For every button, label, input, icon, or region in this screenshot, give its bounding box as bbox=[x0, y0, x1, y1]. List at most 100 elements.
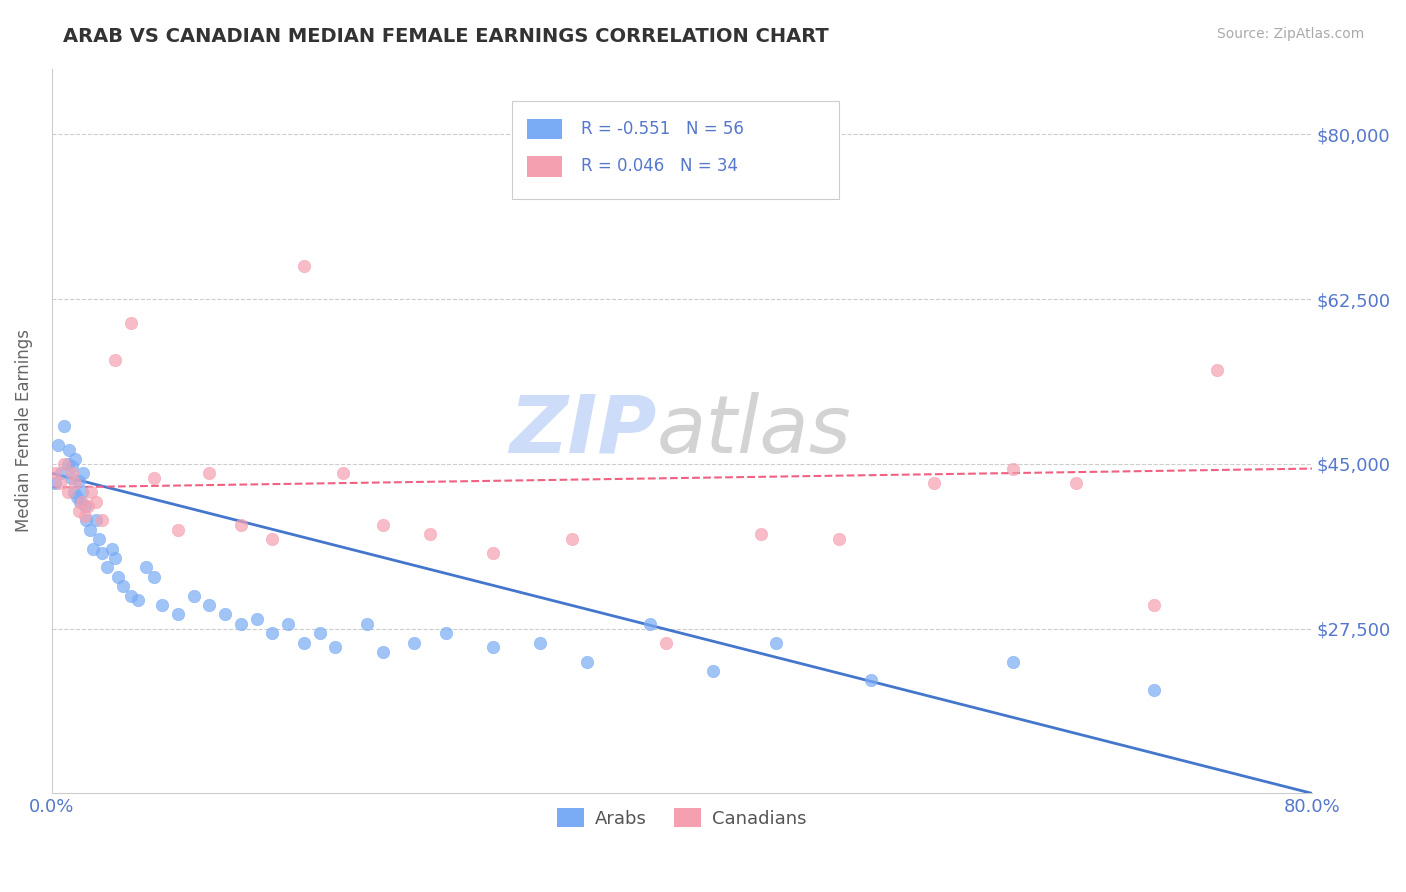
Point bbox=[229, 616, 252, 631]
Point bbox=[120, 316, 142, 330]
Point bbox=[402, 636, 425, 650]
Point bbox=[640, 616, 662, 631]
Point bbox=[419, 527, 441, 541]
Point bbox=[67, 504, 90, 518]
Point bbox=[828, 532, 851, 546]
Point bbox=[308, 626, 330, 640]
Point bbox=[245, 612, 267, 626]
Point bbox=[120, 589, 142, 603]
Point bbox=[371, 645, 394, 659]
Point bbox=[91, 546, 114, 560]
Point bbox=[100, 541, 122, 556]
Point bbox=[1001, 461, 1024, 475]
Point bbox=[46, 438, 69, 452]
Point bbox=[60, 467, 83, 481]
Point bbox=[1143, 682, 1166, 697]
Point bbox=[67, 474, 90, 488]
Text: R = 0.046   N = 34: R = 0.046 N = 34 bbox=[581, 157, 738, 176]
Point bbox=[262, 626, 284, 640]
Point bbox=[166, 523, 188, 537]
Point bbox=[56, 457, 79, 471]
FancyBboxPatch shape bbox=[512, 101, 839, 199]
Point bbox=[96, 560, 118, 574]
Point bbox=[371, 518, 394, 533]
Point bbox=[127, 593, 149, 607]
Point bbox=[53, 457, 76, 471]
Point bbox=[529, 636, 551, 650]
Point bbox=[56, 485, 79, 500]
Point bbox=[166, 607, 188, 622]
Point bbox=[77, 500, 100, 514]
Point bbox=[51, 467, 73, 481]
Point bbox=[356, 616, 378, 631]
Point bbox=[214, 607, 236, 622]
Point bbox=[1064, 475, 1087, 490]
Point bbox=[70, 494, 93, 508]
Point bbox=[1206, 363, 1229, 377]
Point bbox=[69, 494, 91, 508]
Point bbox=[1143, 598, 1166, 612]
Point bbox=[73, 508, 96, 523]
Point bbox=[143, 570, 166, 584]
Point bbox=[82, 541, 104, 556]
Point bbox=[150, 598, 173, 612]
Point bbox=[59, 471, 82, 485]
Point bbox=[702, 664, 724, 678]
Point bbox=[198, 598, 221, 612]
Point bbox=[576, 655, 599, 669]
Point bbox=[111, 579, 134, 593]
Text: Source: ZipAtlas.com: Source: ZipAtlas.com bbox=[1216, 27, 1364, 41]
Point bbox=[765, 636, 787, 650]
Point bbox=[655, 636, 678, 650]
Text: ZIP: ZIP bbox=[509, 392, 657, 470]
FancyBboxPatch shape bbox=[527, 156, 562, 177]
Point bbox=[44, 467, 66, 481]
Point bbox=[84, 494, 107, 508]
Point bbox=[91, 513, 114, 527]
Point bbox=[292, 636, 315, 650]
Point bbox=[80, 485, 103, 500]
Point bbox=[277, 616, 299, 631]
Point bbox=[65, 452, 87, 467]
Point bbox=[72, 467, 94, 481]
Point bbox=[262, 532, 284, 546]
Point bbox=[62, 485, 84, 500]
Point bbox=[135, 560, 157, 574]
Point bbox=[922, 475, 945, 490]
Point bbox=[66, 490, 89, 504]
Point bbox=[749, 527, 772, 541]
Text: R = -0.551   N = 56: R = -0.551 N = 56 bbox=[581, 120, 744, 137]
Point bbox=[292, 259, 315, 273]
Text: ARAB VS CANADIAN MEDIAN FEMALE EARNINGS CORRELATION CHART: ARAB VS CANADIAN MEDIAN FEMALE EARNINGS … bbox=[63, 27, 830, 45]
Point bbox=[84, 513, 107, 527]
Y-axis label: Median Female Earnings: Median Female Earnings bbox=[15, 329, 32, 533]
Point bbox=[87, 532, 110, 546]
Point bbox=[53, 419, 76, 434]
Point bbox=[332, 467, 354, 481]
Point bbox=[107, 570, 129, 584]
Point bbox=[44, 475, 66, 490]
Point bbox=[60, 458, 83, 473]
Point bbox=[434, 626, 457, 640]
Point bbox=[70, 485, 93, 500]
Point bbox=[859, 673, 882, 688]
Point bbox=[183, 589, 205, 603]
Point bbox=[79, 523, 101, 537]
Point bbox=[58, 442, 80, 457]
Point bbox=[104, 551, 127, 566]
Point bbox=[73, 500, 96, 514]
Point bbox=[48, 475, 70, 490]
Point bbox=[481, 546, 503, 560]
Point bbox=[323, 640, 346, 655]
Point bbox=[229, 518, 252, 533]
Point bbox=[481, 640, 503, 655]
FancyBboxPatch shape bbox=[527, 119, 562, 139]
Point bbox=[75, 513, 97, 527]
Point bbox=[143, 471, 166, 485]
Text: atlas: atlas bbox=[657, 392, 852, 470]
Point bbox=[561, 532, 583, 546]
Point bbox=[65, 475, 87, 490]
Legend: Arabs, Canadians: Arabs, Canadians bbox=[550, 801, 814, 835]
Point bbox=[1001, 655, 1024, 669]
Point bbox=[104, 353, 127, 368]
